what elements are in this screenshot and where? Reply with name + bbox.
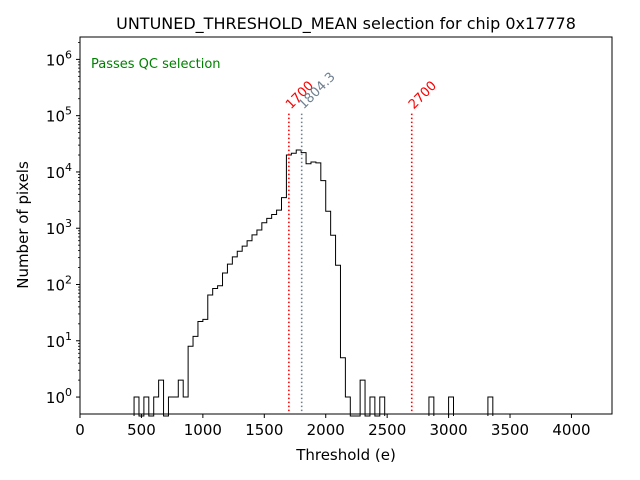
x-tick-label: 0 xyxy=(75,421,85,439)
chart-title: UNTUNED_THRESHOLD_MEAN selection for chi… xyxy=(116,14,576,34)
x-tick-label: 3500 xyxy=(491,421,529,439)
x-axis: 0 500 1000 1500 2000 2500 3000 3500 4000 xyxy=(75,414,591,439)
x-tick-label: 2000 xyxy=(307,421,345,439)
x-axis-label: Threshold (e) xyxy=(295,446,396,464)
x-tick-label: 2500 xyxy=(368,421,406,439)
y-tick-label: 105 xyxy=(46,105,72,126)
histogram-outlier-bin-1 xyxy=(448,396,455,416)
x-tick-label: 500 xyxy=(127,421,156,439)
x-tick-label: 1500 xyxy=(245,421,283,439)
y-tick-label: 102 xyxy=(46,274,72,295)
histogram-outlier-bin-2 xyxy=(487,396,494,416)
y-tick-label: 106 xyxy=(46,48,72,69)
plot-frame xyxy=(79,36,613,415)
y-axis-label: Number of pixels xyxy=(14,161,32,289)
histogram-outline xyxy=(133,149,386,417)
y-tick-label: 101 xyxy=(46,330,72,351)
histogram-outlier-bin-0 xyxy=(428,396,435,416)
x-tick-label: 1000 xyxy=(184,421,222,439)
y-axis: 100 101 102 103 104 105 106 xyxy=(46,42,80,407)
qc-annotation: Passes QC selection xyxy=(91,57,221,72)
x-tick-label: 3000 xyxy=(429,421,467,439)
y-tick-label: 104 xyxy=(46,161,72,182)
threshold-line-label-2: 2700 xyxy=(406,78,440,112)
y-tick-label: 103 xyxy=(46,217,72,238)
x-tick-label: 4000 xyxy=(552,421,590,439)
y-tick-label: 100 xyxy=(46,386,72,407)
